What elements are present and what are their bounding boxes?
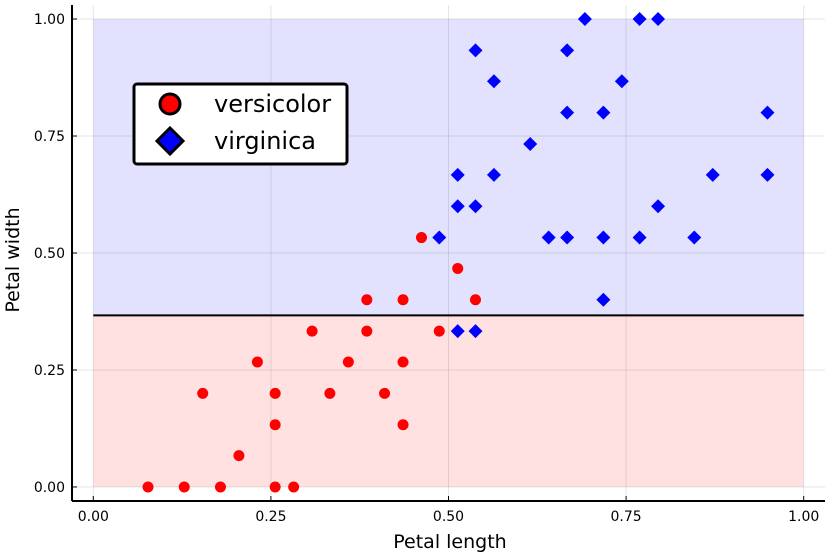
virginica-point (596, 105, 611, 120)
versicolor-point (251, 356, 263, 368)
versicolor-legend-label: versicolor (214, 90, 331, 118)
virginica-point (560, 105, 575, 120)
lower-region (93, 315, 804, 487)
virginica-point (632, 12, 647, 27)
grid-lines (72, 5, 825, 501)
versicolor-point (288, 481, 300, 493)
virginica-point (468, 199, 483, 214)
virginica-point (541, 230, 556, 245)
versicolor-point (214, 481, 226, 493)
x-tick-labels: 0.00 0.25 0.50 0.75 1.00 (78, 509, 820, 525)
versicolor-point (469, 294, 481, 306)
virginica-point (468, 43, 483, 58)
data-points (142, 12, 775, 493)
versicolor-point (342, 356, 354, 368)
versicolor-point (416, 232, 428, 244)
versicolor-point (178, 481, 190, 493)
virginica-point (596, 292, 611, 307)
virginica-point (523, 136, 538, 151)
x-tick-label: 1.00 (788, 509, 819, 525)
versicolor-point (197, 387, 209, 399)
y-tick-label: 0.00 (34, 480, 65, 496)
virginica-point (432, 230, 447, 245)
virginica-point (577, 12, 592, 27)
y-tick-label: 1.00 (34, 12, 65, 28)
versicolor-point (361, 325, 373, 337)
virginica-point (632, 230, 647, 245)
y-tick-label: 0.75 (34, 129, 65, 145)
legend: versicolor virginica (132, 82, 349, 166)
virginica-point (705, 167, 720, 182)
versicolor-point (379, 387, 391, 399)
x-axis-label: Petal length (393, 531, 506, 553)
versicolor-point (397, 419, 409, 431)
upper-region (93, 19, 804, 316)
virginica-point (468, 324, 483, 339)
y-tick-label: 0.25 (34, 363, 65, 379)
x-tick-label: 0.00 (78, 509, 109, 525)
virginica-point (687, 230, 702, 245)
versicolor-point (397, 356, 409, 368)
versicolor-point (269, 481, 281, 493)
versicolor-point (269, 387, 281, 399)
virginica-point (651, 199, 666, 214)
virginica-point (651, 12, 666, 27)
virginica-legend-label: virginica (214, 127, 316, 155)
virginica-point (450, 167, 465, 182)
y-axis-label: Petal width (2, 207, 24, 312)
x-tick-label: 0.75 (611, 509, 642, 525)
virginica-point (560, 43, 575, 58)
virginica-point (450, 324, 465, 339)
legend-box (132, 82, 349, 166)
versicolor-point (397, 294, 409, 306)
axes (71, 5, 825, 502)
versicolor-point (142, 481, 154, 493)
y-tick-label: 0.50 (34, 246, 65, 262)
versicolor-point (361, 294, 373, 306)
virginica-point (760, 105, 775, 120)
versicolor-point (306, 325, 318, 337)
virginica-point (614, 74, 629, 89)
virginica-point (486, 74, 501, 89)
x-tick-label: 0.50 (433, 509, 464, 525)
virginica-point (560, 230, 575, 245)
virginica-point (596, 230, 611, 245)
versicolor-point (233, 450, 245, 462)
virginica-point (450, 199, 465, 214)
decision-regions (93, 19, 804, 487)
versicolor-point (324, 387, 336, 399)
virginica-point (486, 167, 501, 182)
x-tick-label: 0.25 (255, 509, 286, 525)
versicolor-legend-marker (158, 92, 182, 116)
versicolor-point (452, 262, 464, 274)
versicolor-point (269, 419, 281, 431)
y-tick-labels: 0.00 0.25 0.50 0.75 1.00 (34, 12, 65, 496)
virginica-point (760, 167, 775, 182)
virginica-legend-marker (154, 125, 186, 157)
versicolor-point (433, 325, 445, 337)
